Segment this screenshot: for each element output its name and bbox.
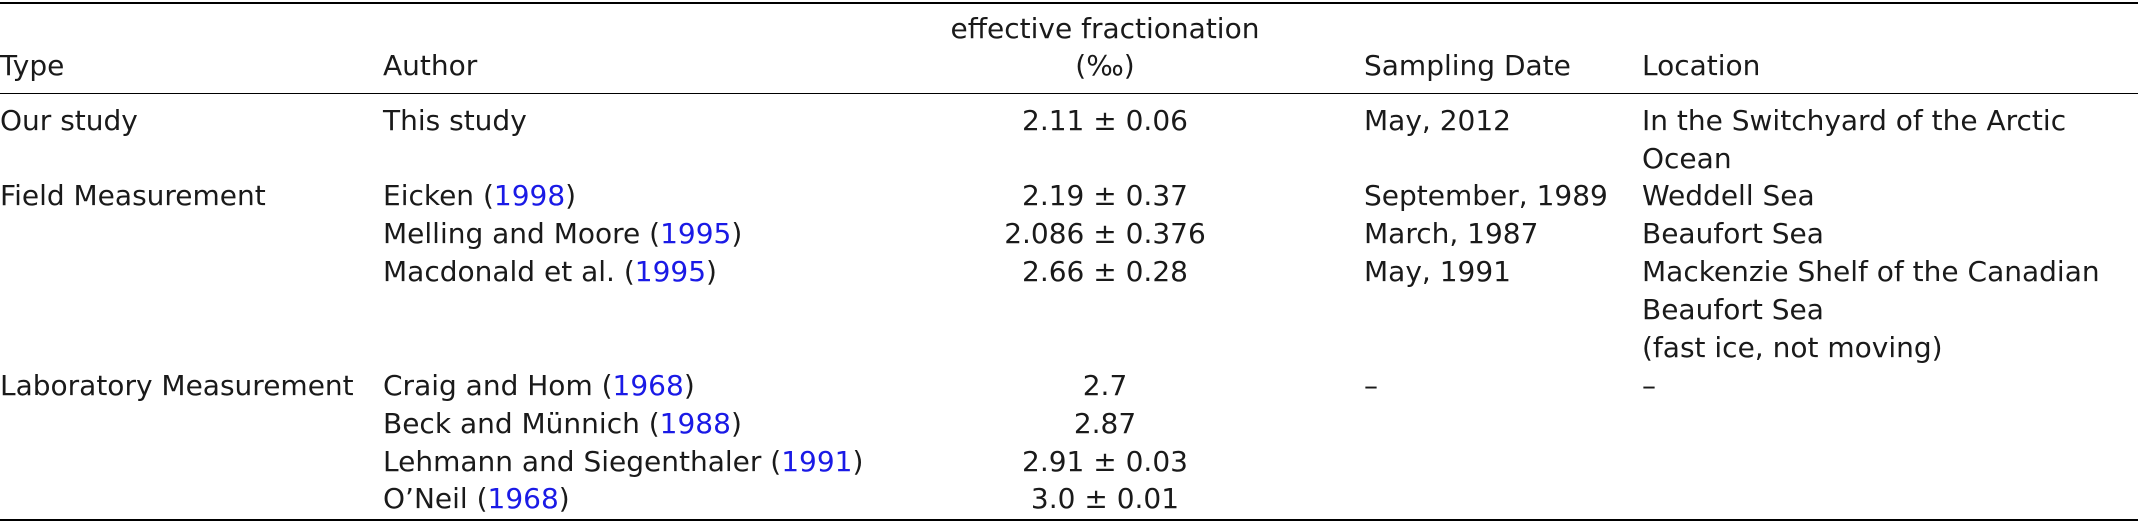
header-sampling-date: Sampling Date	[1364, 49, 1571, 82]
row-author: Macdonald et al. (1995)	[383, 253, 717, 291]
row-author: Lehmann and Siegenthaler (1991)	[383, 443, 863, 481]
row-location-line: Beaufort Sea	[1642, 217, 1824, 250]
citation-link[interactable]: 1991	[781, 445, 853, 478]
author-name: O’Neil (	[383, 482, 488, 515]
row-date: –	[1364, 369, 1378, 402]
author-name: Beck and Münnich (	[383, 407, 660, 440]
row-date: May, 2012	[1364, 104, 1511, 137]
author-name: Lehmann and Siegenthaler (	[383, 445, 782, 478]
author-suffix: )	[683, 369, 695, 402]
row-location-line: Ocean	[1642, 142, 1732, 175]
row-type: Laboratory Measurement	[0, 369, 354, 402]
citation-link[interactable]: 1995	[634, 255, 707, 288]
row-date: May, 1991	[1364, 255, 1511, 288]
row-author: This study	[383, 102, 527, 140]
citation-link[interactable]: 1995	[660, 217, 732, 250]
row-fractionation: 2.19 ± 0.37	[1022, 179, 1188, 212]
row-fractionation: 3.0 ± 0.01	[1030, 482, 1180, 515]
author-name: Melling and Moore (	[383, 217, 661, 250]
row-fractionation: 2.086 ± 0.376	[1004, 217, 1206, 250]
row-author: Craig and Hom (1968)	[383, 367, 695, 405]
author-name: Craig and Hom (	[383, 369, 613, 402]
author-suffix: )	[565, 179, 577, 212]
header-rule	[0, 93, 2138, 94]
row-location-line: Weddell Sea	[1642, 179, 1815, 212]
citation-link[interactable]: 1968	[487, 482, 559, 515]
author-name: Macdonald et al. (	[383, 255, 635, 288]
row-author: Melling and Moore (1995)	[383, 215, 742, 253]
header-type: Type	[0, 49, 65, 82]
author-name: Eicken (	[383, 179, 494, 212]
row-fractionation: 2.7	[1082, 369, 1128, 402]
header-fractionation-line2: (‰)	[1075, 49, 1135, 82]
citation-link[interactable]: 1998	[493, 179, 566, 212]
row-fractionation: 2.66 ± 0.28	[1022, 255, 1188, 288]
row-author: O’Neil (1968)	[383, 480, 570, 518]
row-author: Beck and Münnich (1988)	[383, 405, 742, 443]
table-bottom-rule	[0, 519, 2138, 521]
row-fractionation: 2.11 ± 0.06	[1022, 104, 1188, 137]
header-author: Author	[383, 49, 478, 82]
author-suffix: )	[730, 407, 742, 440]
author-suffix: )	[852, 445, 864, 478]
row-date: September, 1989	[1364, 179, 1608, 212]
author-suffix: )	[731, 217, 743, 250]
header-location: Location	[1642, 49, 1761, 82]
row-location-line: In the Switchyard of the Arctic	[1642, 104, 2067, 137]
author-name: This study	[383, 104, 527, 137]
table-top-rule	[0, 2, 2138, 4]
author-suffix: )	[558, 482, 570, 515]
row-type: Field Measurement	[0, 179, 266, 212]
citation-link[interactable]: 1968	[612, 369, 684, 402]
row-location-line: Beaufort Sea	[1642, 293, 1824, 326]
row-type: Our study	[0, 104, 138, 137]
header-fractionation-line1: effective fractionation	[950, 12, 1260, 45]
row-date: March, 1987	[1364, 217, 1539, 250]
row-location-line: (fast ice, not moving)	[1642, 331, 1943, 364]
row-location-line: Mackenzie Shelf of the Canadian	[1642, 255, 2100, 288]
row-fractionation: 2.91 ± 0.03	[1022, 445, 1188, 478]
row-fractionation: 2.87	[1073, 407, 1137, 440]
citation-link[interactable]: 1988	[659, 407, 731, 440]
row-author: Eicken (1998)	[383, 177, 576, 215]
author-suffix: )	[706, 255, 717, 288]
row-location-line: –	[1642, 369, 1656, 402]
